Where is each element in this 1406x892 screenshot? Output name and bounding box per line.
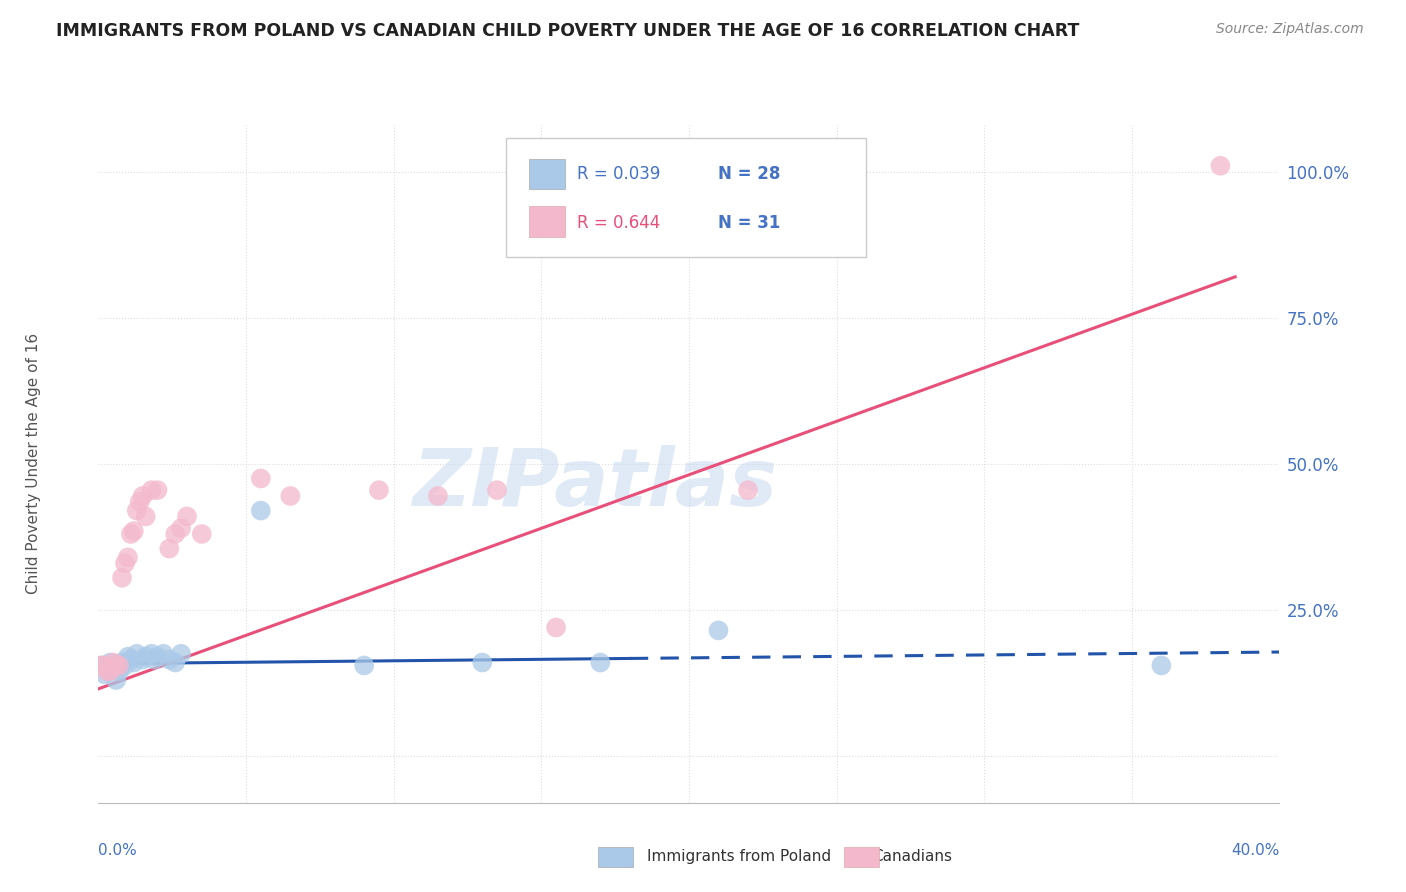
Point (427, 489, 450, 503)
Point (122, 524, 145, 538)
Point (170, 521, 193, 535)
Point (278, 489, 302, 503)
Text: IMMIGRANTS FROM POLAND VS CANADIAN CHILD POVERTY UNDER THE AGE OF 16 CORRELATION: IMMIGRANTS FROM POLAND VS CANADIAN CHILD… (56, 22, 1080, 40)
Text: Immigrants from Poland: Immigrants from Poland (647, 849, 831, 863)
Point (90, 658, 112, 673)
Point (120, 652, 142, 666)
Point (103, 658, 125, 673)
Point (117, 649, 139, 664)
Point (165, 527, 187, 541)
Point (146, 483, 169, 497)
Point (1150, 658, 1173, 673)
Point (250, 503, 273, 517)
Point (114, 658, 136, 673)
Point (1209, 159, 1232, 173)
Text: Source: ZipAtlas.com: Source: ZipAtlas.com (1216, 22, 1364, 37)
Text: ZIPatlas: ZIPatlas (412, 445, 778, 524)
Point (132, 652, 155, 666)
Point (546, 620, 568, 634)
Point (128, 495, 150, 509)
Point (96, 665, 118, 679)
Point (111, 571, 134, 585)
Point (191, 527, 214, 541)
Point (122, 656, 145, 670)
Text: N = 28: N = 28 (718, 165, 780, 183)
Point (132, 489, 155, 503)
Point (96, 661, 118, 675)
Point (157, 541, 180, 556)
Point (93, 667, 115, 681)
Point (471, 656, 494, 670)
Point (737, 483, 759, 497)
Point (105, 673, 128, 687)
Point (353, 658, 375, 673)
Point (152, 647, 174, 661)
Point (486, 483, 509, 497)
Text: N = 31: N = 31 (718, 214, 780, 232)
Point (125, 503, 148, 517)
FancyBboxPatch shape (506, 138, 866, 257)
Text: Child Poverty Under the Age of 16: Child Poverty Under the Age of 16 (25, 334, 41, 594)
Point (103, 656, 125, 670)
Point (165, 656, 187, 670)
Text: R = 0.039: R = 0.039 (576, 165, 659, 183)
Point (93, 658, 115, 673)
Point (141, 483, 163, 497)
Point (143, 652, 166, 666)
Point (176, 509, 198, 524)
Point (589, 656, 612, 670)
Point (108, 658, 131, 673)
Point (707, 624, 730, 638)
Point (146, 649, 169, 664)
Point (125, 647, 148, 661)
Text: Canadians: Canadians (872, 849, 952, 863)
Point (98, 656, 121, 670)
Text: 40.0%: 40.0% (1232, 844, 1279, 858)
Point (250, 471, 273, 485)
Point (90, 658, 112, 673)
Point (105, 658, 128, 673)
Point (135, 509, 157, 524)
Point (108, 665, 131, 679)
FancyBboxPatch shape (530, 159, 565, 189)
Point (157, 652, 180, 666)
Point (120, 527, 142, 541)
Point (114, 556, 136, 570)
Text: 0.0%: 0.0% (98, 844, 138, 858)
Point (141, 647, 163, 661)
Point (98, 665, 121, 679)
Point (368, 483, 391, 497)
Point (111, 656, 134, 670)
FancyBboxPatch shape (530, 206, 565, 236)
Text: R = 0.644: R = 0.644 (576, 214, 659, 232)
Point (170, 647, 193, 661)
Point (135, 649, 157, 664)
Point (117, 550, 139, 565)
